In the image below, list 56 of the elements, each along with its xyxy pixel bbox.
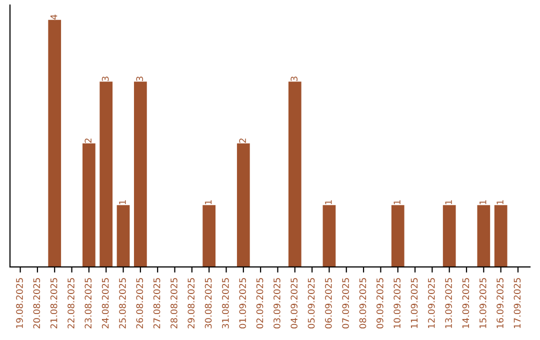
bar	[322, 205, 336, 267]
bar	[82, 143, 96, 267]
bar	[116, 205, 130, 267]
bar	[477, 205, 490, 267]
x-tick-label: 30.08.2025	[204, 278, 212, 328]
x-tick-label: 24.08.2025	[102, 278, 109, 328]
x-tick-label: 15.09.2025	[479, 278, 486, 328]
x-tick-label: 06.09.2025	[325, 278, 332, 328]
bar	[48, 20, 62, 267]
data-label: 1	[204, 200, 212, 204]
x-tick-label: 23.08.2025	[84, 278, 92, 328]
x-tick-label: 31.08.2025	[222, 278, 229, 328]
x-tick-label: 26.08.2025	[136, 278, 144, 328]
x-tick-label: 09.09.2025	[376, 278, 384, 328]
x-tick-label: 25.08.2025	[119, 278, 126, 328]
data-label: 3	[102, 76, 109, 81]
bar	[494, 205, 508, 267]
x-tick-label: 02.09.2025	[256, 278, 264, 328]
bar	[202, 205, 216, 267]
data-label: 3	[136, 76, 144, 81]
data-label: 1	[496, 200, 504, 204]
bar	[100, 82, 113, 267]
data-label: 1	[119, 200, 126, 204]
x-tick-label: 05.09.2025	[308, 278, 315, 328]
data-label: 1	[325, 200, 332, 204]
data-label: 2	[84, 138, 92, 143]
data-label: 2	[239, 138, 246, 143]
x-tick-label: 28.08.2025	[170, 278, 178, 328]
x-tick-label: 19.08.2025	[16, 278, 23, 328]
bar	[236, 143, 250, 267]
x-tick-label: 07.09.2025	[342, 278, 349, 328]
data-label: 1	[394, 200, 400, 204]
data-label: 3	[290, 76, 298, 81]
bar	[391, 205, 404, 267]
x-tick-label: 20.08.2025	[33, 278, 40, 328]
x-tick-label: 29.08.2025	[188, 278, 195, 328]
x-tick-label: 10.09.2025	[394, 278, 400, 328]
x-tick-label: 11.09.2025	[410, 278, 418, 328]
x-tick-label: 13.09.2025	[445, 278, 452, 328]
data-label: 1	[445, 200, 452, 204]
data-label: 4	[50, 14, 58, 20]
x-tick-label: 03.09.2025	[274, 278, 280, 328]
bar	[134, 82, 147, 267]
bar	[442, 205, 456, 267]
data-label: 1	[480, 200, 486, 204]
bar	[288, 82, 302, 267]
x-tick-label: 01.09.2025	[239, 278, 246, 328]
x-tick-label: 14.09.2025	[462, 278, 470, 328]
x-tick-label: 27.08.2025	[153, 278, 160, 328]
x-tick-label: 16.09.2025	[496, 278, 504, 328]
x-tick-label: 17.09.2025	[514, 278, 521, 328]
x-tick-label: 12.09.2025	[428, 278, 435, 328]
x-tick-label: 21.08.2025	[50, 278, 58, 328]
x-tick-label: 22.08.2025	[68, 278, 74, 328]
x-tick-label: 08.09.2025	[359, 278, 366, 328]
x-tick-label: 04.09.2025	[290, 278, 298, 328]
